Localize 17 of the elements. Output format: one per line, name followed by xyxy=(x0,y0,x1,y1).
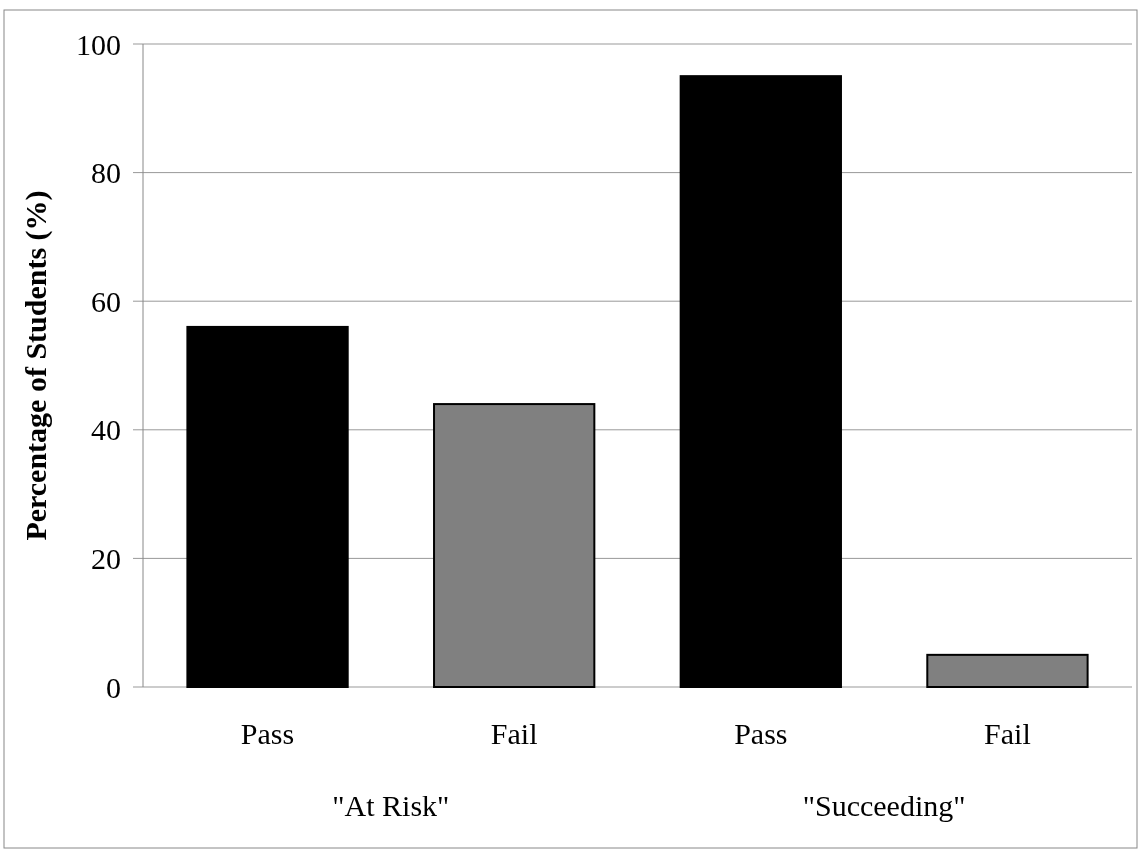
y-tick-label: 100 xyxy=(76,27,121,61)
y-tick-label: 60 xyxy=(91,284,121,318)
bar xyxy=(433,403,596,688)
x-tick-label: Fail xyxy=(490,717,538,750)
text: "At Risk" xyxy=(332,789,450,822)
bar xyxy=(679,75,842,688)
x-tick-label: Pass xyxy=(240,717,295,750)
y-tick-label: 80 xyxy=(91,156,121,190)
y-axis-title: Percentage of Students (%) xyxy=(19,190,53,541)
y-tick-label: 20 xyxy=(91,541,121,575)
text: "Succeeding" xyxy=(802,789,966,822)
bar xyxy=(926,653,1089,688)
x-tick-label: Pass xyxy=(734,717,788,750)
x-tick-label: Fail xyxy=(984,717,1031,750)
y-tick-label: 0 xyxy=(106,670,121,704)
y-tick-label: 40 xyxy=(91,413,121,447)
bar xyxy=(186,325,349,688)
